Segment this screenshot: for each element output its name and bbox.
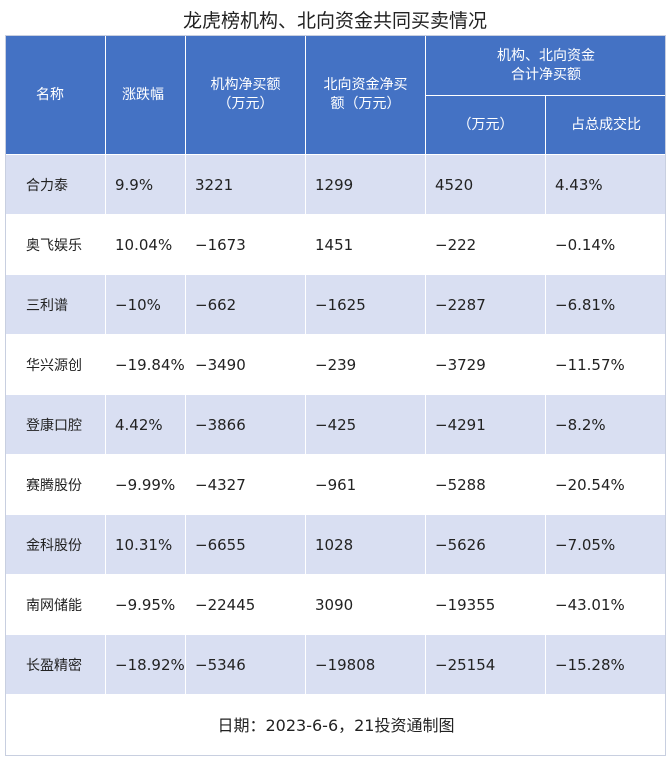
cell-inst: −3490 [185, 334, 306, 395]
header-change: 涨跌幅 [105, 35, 186, 155]
cell-north: 1299 [305, 154, 426, 215]
table-row: 登康口腔 4.42% −3866 −425 −4291 −8.2% [5, 394, 667, 455]
cell-ratio: −11.57% [545, 334, 667, 395]
table-row: 奥飞娱乐 10.04% −1673 1451 −222 −0.14% [5, 214, 667, 275]
header-combined-ratio: 占总成交比 [545, 95, 667, 155]
cell-north: 3090 [305, 574, 426, 635]
cell-change: 10.04% [105, 214, 186, 275]
cell-inst: −4327 [185, 454, 306, 515]
cell-inst: −1673 [185, 214, 306, 275]
cell-inst: −6655 [185, 514, 306, 575]
cell-combined: −3729 [425, 334, 546, 395]
cell-north: −425 [305, 394, 426, 455]
cell-ratio: −8.2% [545, 394, 667, 455]
cell-combined: −5626 [425, 514, 546, 575]
cell-change: 4.42% [105, 394, 186, 455]
cell-ratio: −43.01% [545, 574, 667, 635]
cell-name: 长盈精密 [5, 634, 106, 695]
header-combined-group: 机构、北向资金 合计净买额 [425, 35, 667, 96]
cell-ratio: −7.05% [545, 514, 667, 575]
cell-north: 1451 [305, 214, 426, 275]
cell-combined: −5288 [425, 454, 546, 515]
table-body: 合力泰 9.9% 3221 1299 4520 4.43% 奥飞娱乐 10.04% −1673 1… [5, 154, 667, 695]
table-header: 名称 涨跌幅 机构净买额 （万元） 北向资金净买 额（万元） 机构、北向资金 合计净买… [5, 35, 667, 155]
cell-change: −19.84% [105, 334, 186, 395]
cell-combined: −25154 [425, 634, 546, 695]
cell-inst: −5346 [185, 634, 306, 695]
cell-inst: 3221 [185, 154, 306, 215]
table-row: 南网储能 −9.95% −22445 3090 −19355 −43.01% [5, 574, 667, 635]
header-inst: 机构净买额 （万元） [185, 35, 306, 155]
cell-name: 南网储能 [5, 574, 106, 635]
data-table: 名称 涨跌幅 机构净买额 （万元） 北向资金净买 额（万元） 机构、北向资金 合计净买… [5, 35, 667, 753]
table-row: 三利谱 −10% −662 −1625 −2287 −6.81% [5, 274, 667, 335]
cell-north: −19808 [305, 634, 426, 695]
cell-north: −1625 [305, 274, 426, 335]
cell-combined: −222 [425, 214, 546, 275]
cell-name: 赛腾股份 [5, 454, 106, 515]
cell-inst: −22445 [185, 574, 306, 635]
cell-ratio: 4.43% [545, 154, 667, 215]
cell-inst: −662 [185, 274, 306, 335]
cell-north: 1028 [305, 514, 426, 575]
cell-change: −10% [105, 274, 186, 335]
cell-ratio: −20.54% [545, 454, 667, 515]
table-row: 赛腾股份 −9.99% −4327 −961 −5288 −20.54% [5, 454, 667, 515]
cell-combined: −2287 [425, 274, 546, 335]
cell-ratio: −15.28% [545, 634, 667, 695]
cell-combined: 4520 [425, 154, 546, 215]
table-row: 华兴源创 −19.84% −3490 −239 −3729 −11.57% [5, 334, 667, 395]
cell-north: −239 [305, 334, 426, 395]
cell-name: 三利谱 [5, 274, 106, 335]
cell-inst: −3866 [185, 394, 306, 455]
header-name: 名称 [5, 35, 106, 155]
cell-name: 金科股份 [5, 514, 106, 575]
cell-ratio: −0.14% [545, 214, 667, 275]
header-combined-amount: （万元） [425, 95, 546, 155]
cell-name: 登康口腔 [5, 394, 106, 455]
table-row: 合力泰 9.9% 3221 1299 4520 4.43% [5, 154, 667, 215]
cell-combined: −4291 [425, 394, 546, 455]
cell-combined: −19355 [425, 574, 546, 635]
cell-change: −9.99% [105, 454, 186, 515]
table-row: 金科股份 10.31% −6655 1028 −5626 −7.05% [5, 514, 667, 575]
cell-change: −18.92% [105, 634, 186, 695]
header-north: 北向资金净买 额（万元） [305, 35, 426, 155]
footer-note: 日期：2023-6-6，21投资通制图 [5, 694, 667, 753]
cell-ratio: −6.81% [545, 274, 667, 335]
table-title: 龙虎榜机构、北向资金共同买卖情况 [182, 10, 487, 32]
cell-name: 奥飞娱乐 [5, 214, 106, 275]
cell-change: 9.9% [105, 154, 186, 215]
cell-north: −961 [305, 454, 426, 515]
cell-name: 华兴源创 [5, 334, 106, 395]
cell-change: 10.31% [105, 514, 186, 575]
cell-name: 合力泰 [5, 154, 106, 215]
cell-change: −9.95% [105, 574, 186, 635]
table-row: 长盈精密 −18.92% −5346 −19808 −25154 −15.28% [5, 634, 667, 695]
